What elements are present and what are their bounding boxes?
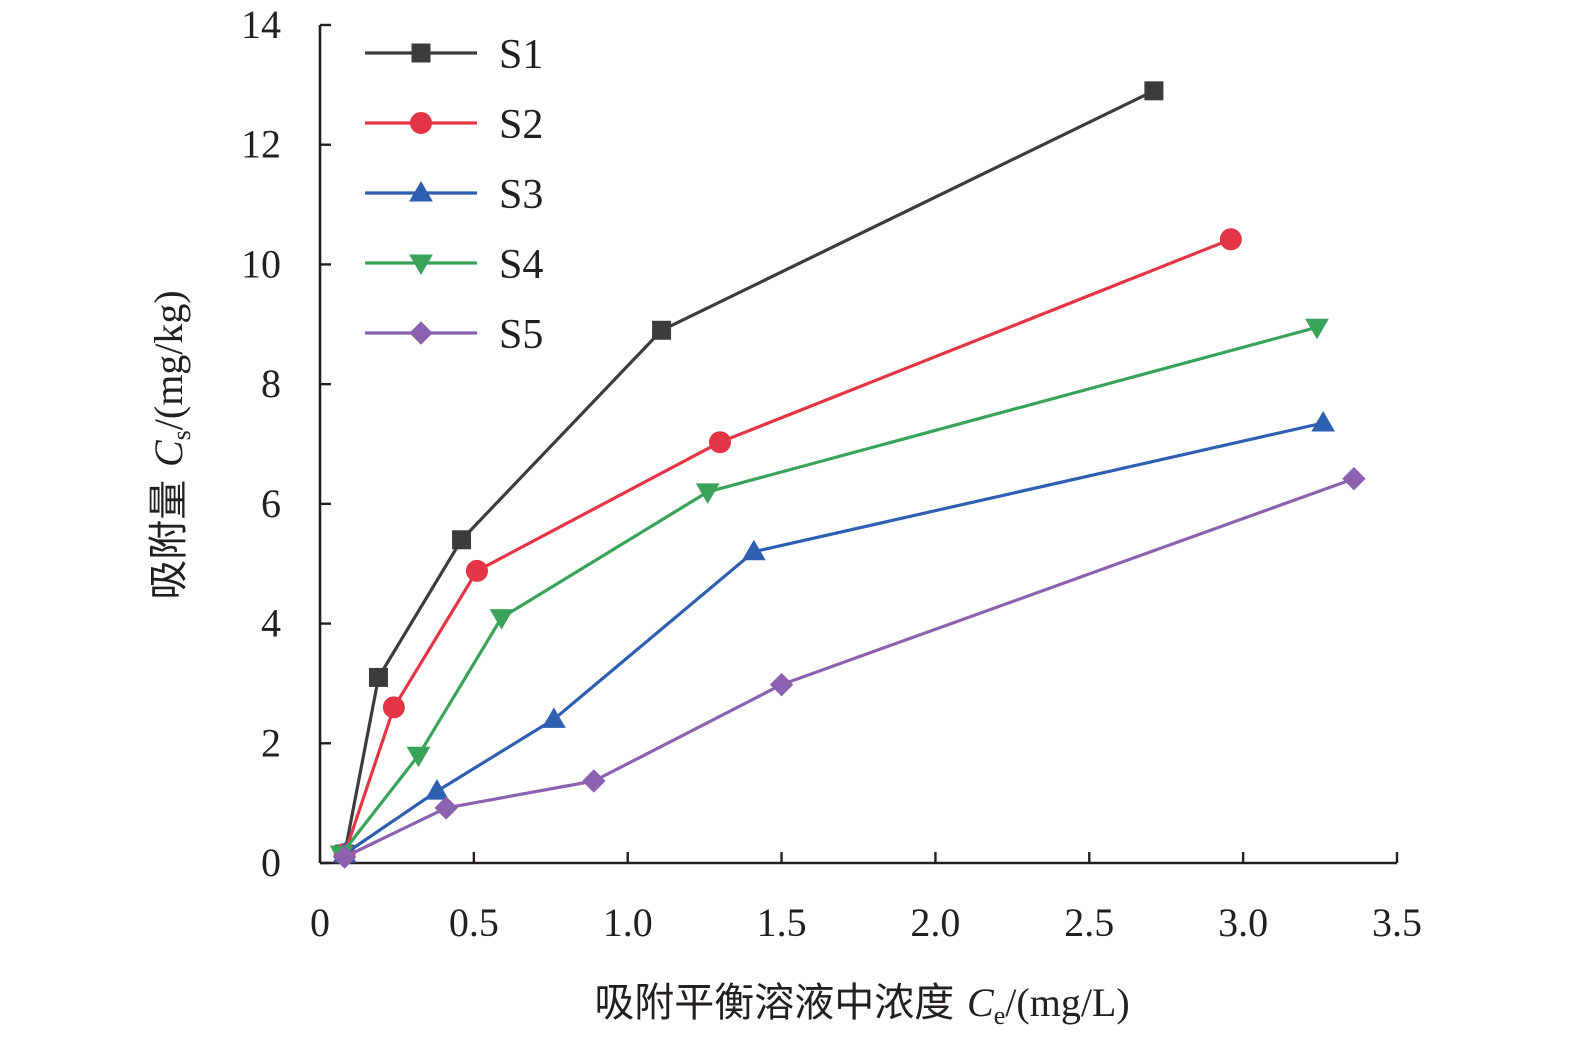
- data-point-s5: [582, 769, 606, 793]
- legend-marker-s3: [409, 181, 433, 202]
- data-point-s3: [541, 707, 566, 728]
- y-tick-label: 6: [261, 481, 281, 526]
- x-axis-label-var: C: [967, 980, 995, 1025]
- y-axis-label-var: C: [146, 439, 191, 467]
- y-axis-label: 吸附量 Cs/(mg/kg): [146, 290, 196, 600]
- x-axis-ticks: 0 0.5 1.0 1.5 2.0 2.5 3.0 3.5: [310, 852, 1422, 945]
- legend-marker-s1: [411, 43, 431, 63]
- legend-marker-s5: [409, 321, 433, 345]
- legend-marker-s4: [409, 254, 433, 275]
- x-tick-label: 0.5: [449, 900, 499, 945]
- x-tick-label: 1.5: [757, 900, 807, 945]
- data-point-s3: [1311, 411, 1336, 432]
- data-point-s3: [742, 539, 766, 561]
- data-point-s3: [425, 779, 449, 800]
- data-point-s5: [332, 845, 357, 869]
- data-point-s4: [406, 746, 431, 768]
- data-point-s4: [695, 483, 720, 504]
- data-point-s1: [652, 320, 672, 340]
- x-tick-label: 1.0: [603, 900, 653, 945]
- data-point-s2: [382, 696, 405, 719]
- legend-item-s2: S2: [365, 102, 543, 148]
- y-tick-label: 0: [261, 840, 281, 885]
- y-tick-label: 4: [261, 601, 281, 646]
- legend-label-s2: S2: [499, 102, 543, 148]
- axes: [318, 25, 1397, 865]
- x-tick-label: 3.5: [1372, 900, 1422, 945]
- data-point-s1: [452, 530, 472, 550]
- legend-label-s4: S4: [499, 242, 543, 288]
- series-line-s5: [343, 477, 1355, 859]
- legend-item-s4: S4: [365, 242, 543, 288]
- x-tick-label: 3.0: [1218, 900, 1268, 945]
- y-tick-label: 12: [241, 122, 281, 167]
- legend-item-s1: S1: [365, 32, 543, 78]
- legend: S1 S2 S3 S4 S5: [365, 32, 543, 358]
- legend-item-s5: S5: [365, 312, 543, 358]
- data-point-s5: [769, 672, 794, 697]
- data-point-s4: [1305, 318, 1329, 340]
- series-s4: [329, 318, 1329, 867]
- y-tick-label: 10: [241, 241, 281, 286]
- data-point-s1: [368, 667, 388, 687]
- data-point-s5: [434, 796, 458, 820]
- series-group: [329, 81, 1366, 869]
- x-axis-label-prefix: 吸附平衡溶液中浓度: [594, 980, 967, 1026]
- series-s5: [332, 467, 1366, 869]
- y-axis-label-unit: /(mg/kg): [146, 290, 191, 430]
- legend-label-s5: S5: [499, 312, 543, 358]
- y-tick-label: 2: [261, 720, 281, 765]
- y-axis-ticks: 0 2 4 6 8 10 12 14: [241, 2, 331, 885]
- legend-label-s1: S1: [499, 32, 543, 78]
- y-axis-label-sub: s: [167, 430, 196, 440]
- data-point-s2: [465, 559, 488, 582]
- y-tick-label: 14: [241, 2, 281, 47]
- data-point-s2: [709, 431, 732, 454]
- x-axis-label-unit: /(mg/L): [1005, 980, 1129, 1025]
- x-axis-label: 吸附平衡溶液中浓度 Ce/(mg/L): [594, 980, 1129, 1030]
- series-s1: [335, 81, 1164, 864]
- series-line-s1: [343, 89, 1155, 855]
- x-tick-label: 2.0: [910, 900, 960, 945]
- legend-label-s3: S3: [499, 172, 543, 218]
- series-line-s2: [343, 237, 1232, 855]
- series-line-s4: [340, 325, 1318, 855]
- x-axis-label-sub: e: [994, 1001, 1006, 1030]
- data-point-s4: [489, 609, 514, 630]
- series-line-s3: [343, 421, 1324, 856]
- data-point-s1: [1144, 81, 1164, 101]
- data-point-s5: [1342, 467, 1366, 491]
- legend-item-s3: S3: [365, 172, 543, 218]
- x-tick-label: 0: [310, 900, 330, 945]
- y-axis-label-prefix: 吸附量: [146, 467, 192, 600]
- series-s3: [332, 411, 1336, 863]
- legend-marker-s2: [410, 112, 432, 134]
- data-point-s2: [1219, 228, 1242, 251]
- y-tick-label: 8: [261, 361, 281, 406]
- x-tick-label: 2.5: [1064, 900, 1114, 945]
